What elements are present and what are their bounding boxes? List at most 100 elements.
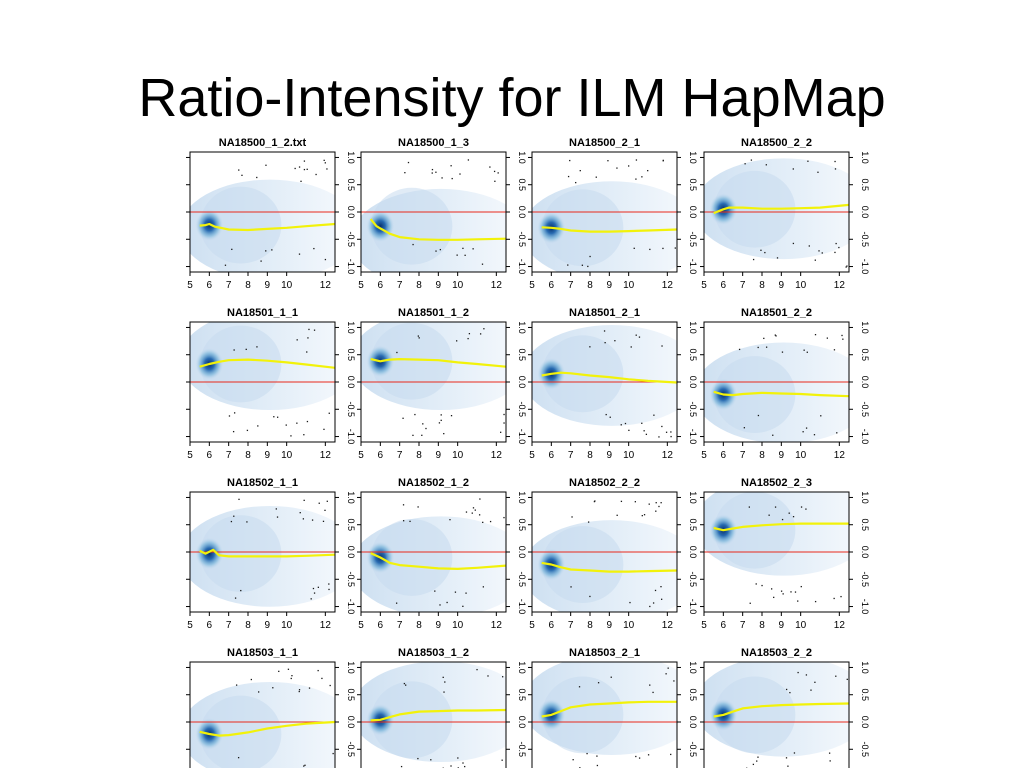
y-tick-label: 0.0 [346,376,356,389]
outlier-point [770,588,773,590]
outlier-point [834,160,836,163]
y-tick-label: -1.0 [346,429,356,445]
outlier-point [616,514,618,516]
outlier-point [661,425,663,428]
outlier-point [317,669,319,672]
x-tick-label: 5 [529,450,535,461]
outlier-point [768,514,770,516]
y-tick-label: -0.5 [346,572,356,588]
outlier-point [790,591,792,593]
outlier-point [667,667,669,669]
outlier-point [454,591,457,593]
ma-panel: NA18502_1_1 -1.0 -0.5 0.0 0.5 1.0 5 6 7 8 9 10 12 [186,477,356,631]
outlier-point [443,432,445,435]
outlier-point [265,164,267,166]
x-tick-label: 7 [740,620,746,631]
x-tick-label: 10 [623,450,635,461]
loess-fit-line [713,702,849,718]
y-tick-label: 0.0 [688,376,698,389]
outlier-point [298,690,300,693]
outlier-point [478,514,481,516]
x-tick-label: 9 [607,450,613,461]
y-tick-label: -1.0 [688,599,698,615]
y-tick-label: 1.0 [517,491,527,504]
ma-panel: NA18500_2_2 -1.0 -0.5 0.0 0.5 1.0 5 6 7 8 9 10 12 [700,137,870,291]
y-tick-label: -1.0 [860,259,870,275]
outlier-point [647,754,650,756]
density-cloud [371,187,453,265]
outlier-point [670,431,672,433]
outlier-point [765,346,768,348]
density-cloud [714,676,796,754]
x-tick-label: 8 [416,280,422,291]
outlier-point [238,169,240,171]
outlier-point [231,248,233,251]
outlier-point [298,253,301,255]
loess-fit-line [541,371,677,384]
y-tick-label: 1.0 [860,661,870,674]
outlier-point [653,414,655,416]
outlier-point [471,512,473,514]
outlier-point [232,430,235,433]
y-tick-label: -1.0 [860,599,870,615]
loess-fit-line [199,720,335,737]
outlier-point [276,516,279,518]
x-tick-label: 7 [226,450,232,461]
x-tick-label: 5 [701,280,707,291]
density-cloud [542,189,624,267]
outlier-point [256,176,258,179]
x-tick-label: 12 [491,620,503,631]
outlier-point [395,602,398,604]
x-tick-label: 7 [568,620,574,631]
x-tick-label: 6 [721,620,727,631]
y-tick-label: -0.5 [860,402,870,418]
outlier-point [422,423,424,425]
outlier-point [788,512,790,514]
outlier-point [840,595,842,598]
y-tick-label: 0.0 [860,376,870,389]
outlier-point [785,688,788,691]
y-tick-label: 1.0 [860,321,870,334]
outlier-point [738,348,741,351]
y-tick-label: 1.0 [346,491,356,504]
x-tick-label: 7 [740,280,746,291]
y-tick-label: 1.0 [688,491,698,504]
y-tick-label: -1.0 [517,429,527,445]
x-tick-label: 12 [662,450,674,461]
outlier-point [315,173,317,176]
outlier-point [635,755,637,758]
outlier-point [246,521,248,523]
outlier-point [835,242,837,245]
outlier-point [589,595,591,598]
outlier-point [324,509,326,512]
outlier-point [814,333,817,336]
outlier-point [649,684,651,686]
outlier-point [501,759,503,761]
outlier-point [468,332,471,335]
ma-panel: NA18500_2_1 -1.0 -0.5 0.0 0.5 1.0 5 6 7 8 9 10 12 [528,137,698,291]
outlier-point [597,682,600,684]
outlier-point [567,264,569,266]
density-core [195,537,224,570]
outlier-point [465,592,467,594]
outlier-point [752,763,755,766]
outlier-point [300,180,302,182]
y-tick-label: 0.0 [517,376,527,389]
outlier-point [806,351,808,353]
x-tick-label: 5 [529,280,535,291]
outlier-point [260,260,262,262]
outlier-point [660,502,662,504]
outlier-point [321,677,323,680]
density-cloud [542,676,624,754]
x-tick-label: 6 [207,450,213,461]
outlier-point [450,765,452,767]
x-tick-label: 9 [607,280,613,291]
outlier-point [462,605,464,607]
outlier-point [235,684,238,686]
outlier-point [228,415,231,417]
loess-fit-line [541,561,677,573]
y-tick-label: 1.0 [346,321,356,334]
y-tick-label: 0.0 [517,716,527,729]
y-tick-label: -1.0 [346,599,356,615]
outlier-point [674,247,676,249]
